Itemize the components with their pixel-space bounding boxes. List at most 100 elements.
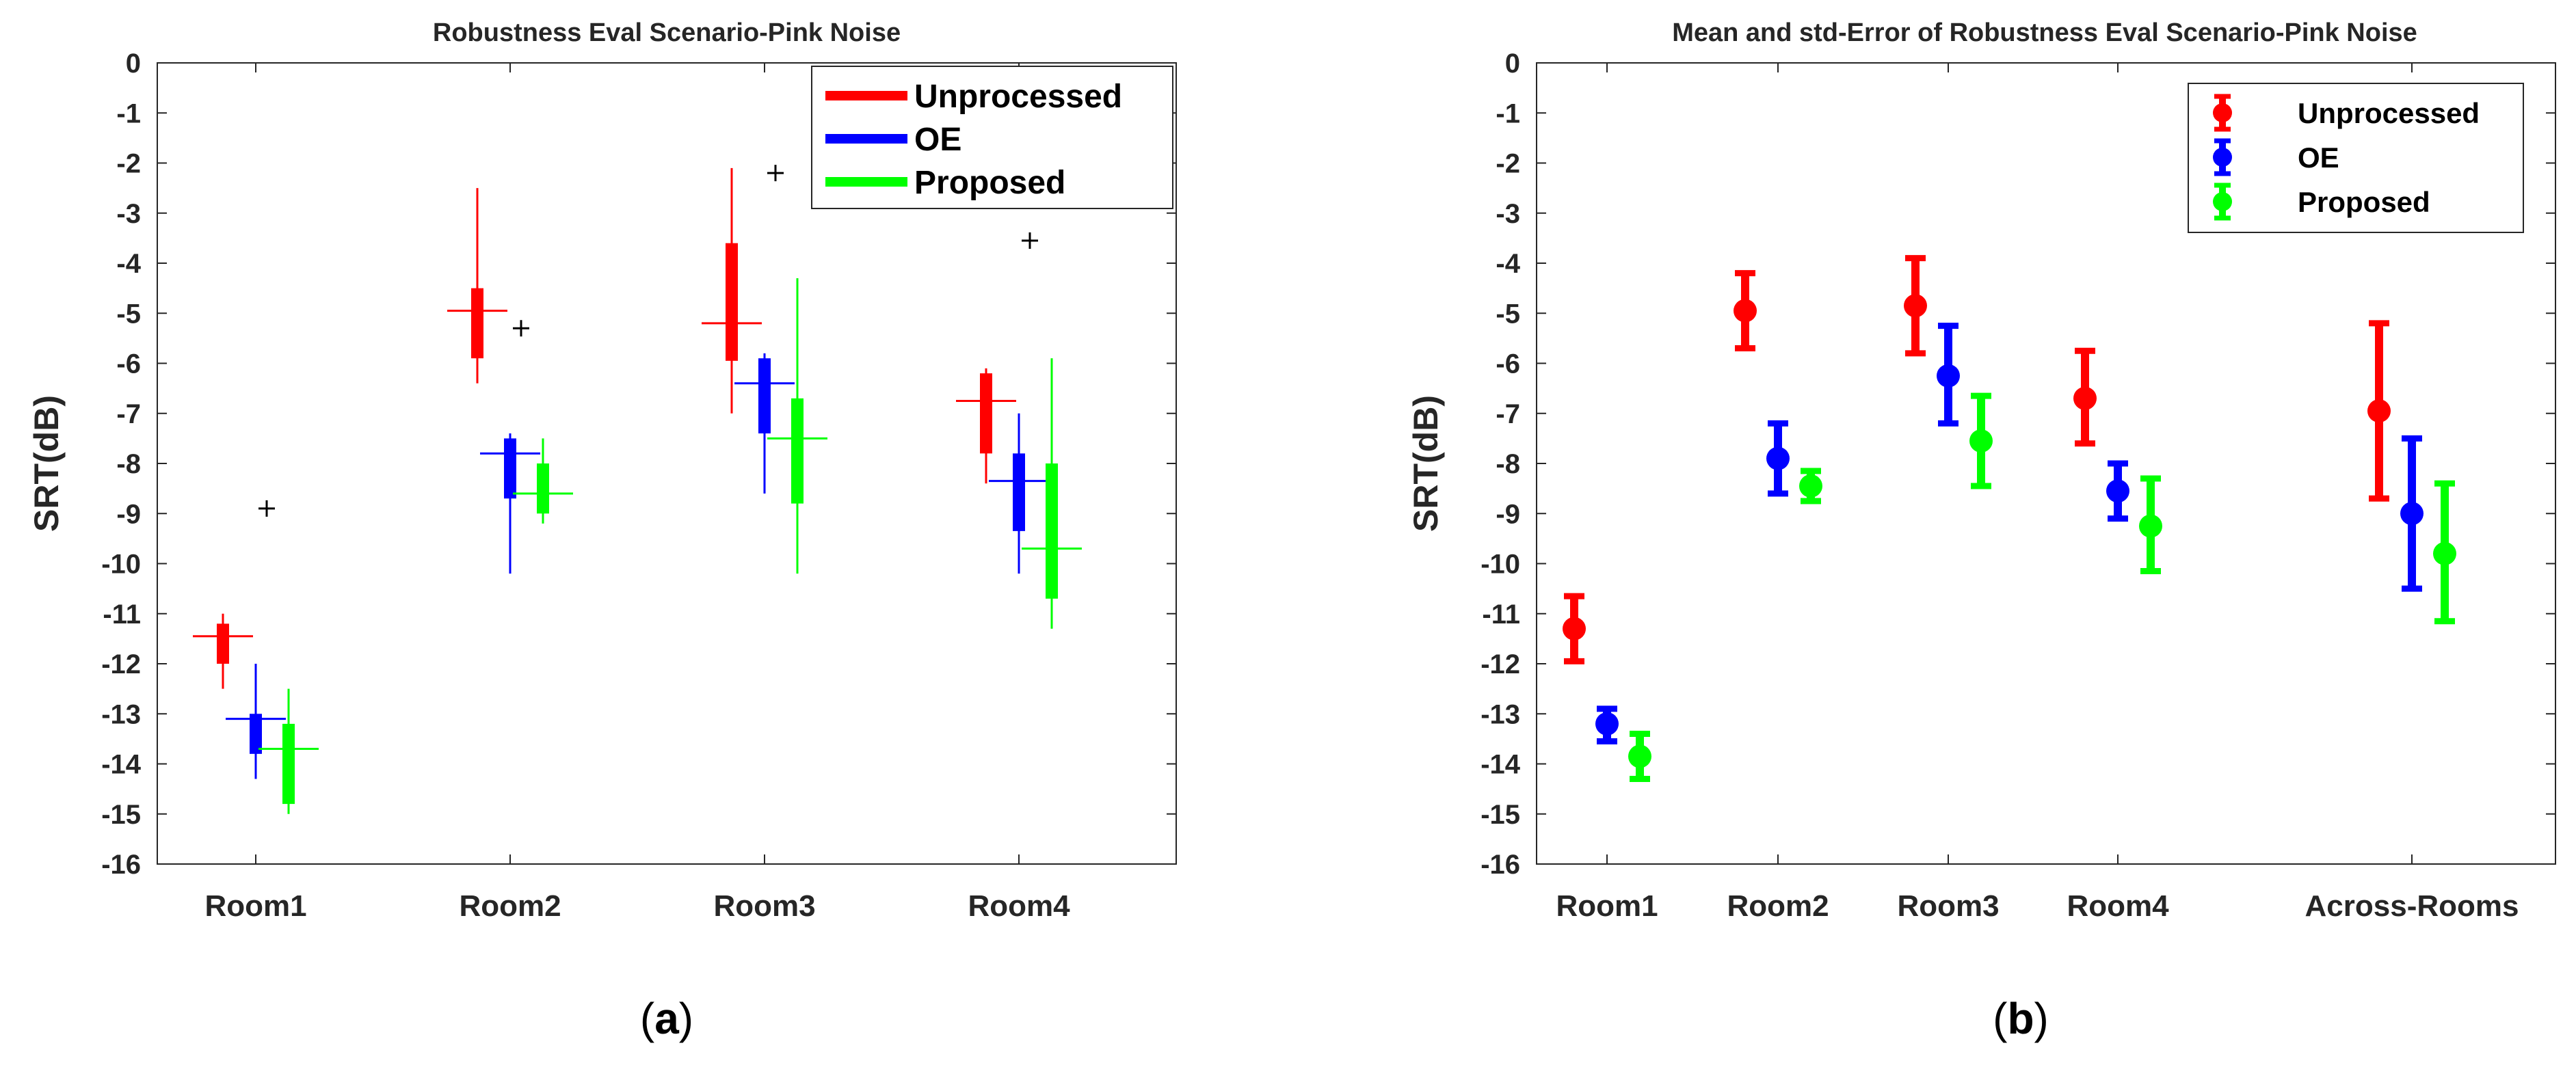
y-tick-label: -10 <box>1480 550 1520 580</box>
errorbar-room4 <box>2073 347 2097 447</box>
box-room1 <box>193 500 275 689</box>
box-body <box>758 358 771 434</box>
y-tick-label: -1 <box>1496 98 1520 129</box>
legend-box <box>2188 83 2524 233</box>
panel-label-part: a <box>654 994 679 1043</box>
mean-marker <box>2073 386 2097 410</box>
errorbar-room2 <box>1766 420 1790 497</box>
box-body <box>217 623 229 664</box>
y-axis-label: SRT(dB) <box>1407 395 1445 532</box>
errorbar-room1 <box>1628 731 1651 782</box>
mean-marker <box>1628 744 1651 768</box>
box-body <box>250 714 262 754</box>
legend-swatch-marker-unprocessed <box>2213 103 2232 122</box>
series-oe <box>226 353 1049 779</box>
box-room4 <box>989 413 1049 574</box>
legend-label: Proposed <box>2298 186 2430 218</box>
y-tick-label: -2 <box>1496 149 1520 179</box>
series-oe <box>1595 323 2424 745</box>
errorbar-room3 <box>1937 323 1960 427</box>
box-body <box>282 723 295 805</box>
box-room2 <box>447 188 529 383</box>
panel-label-part: b <box>2007 994 2034 1043</box>
y-tick-label: -15 <box>101 800 141 830</box>
y-tick-label: -14 <box>1480 750 1521 780</box>
outlier-marker <box>258 500 275 517</box>
errorbar-across-rooms <box>2367 320 2391 502</box>
mean-marker <box>2139 514 2162 538</box>
series-proposed <box>258 278 1082 814</box>
y-tick-label: -15 <box>1480 800 1520 830</box>
errorbar-across-rooms <box>2433 480 2456 625</box>
panel-label-part: ) <box>2034 994 2049 1043</box>
y-tick-label: -16 <box>1480 850 1520 880</box>
box-body <box>504 438 516 499</box>
box-body <box>791 398 804 504</box>
series-unprocessed <box>193 165 1038 689</box>
outlier-marker <box>1022 232 1038 250</box>
mean-marker <box>1766 446 1790 470</box>
outlier-marker <box>767 165 784 182</box>
y-tick-label: -12 <box>1480 649 1520 679</box>
y-tick-label: -9 <box>1496 499 1520 529</box>
panel-label-part: ( <box>1993 994 2007 1043</box>
box-room1 <box>226 664 286 779</box>
x-tick-label: Room3 <box>713 889 815 923</box>
mean-marker <box>2400 502 2424 526</box>
y-tick-label: -13 <box>1480 699 1520 729</box>
y-tick-label: -3 <box>1496 199 1520 229</box>
box-room2 <box>513 438 573 524</box>
errorbar-across-rooms <box>2400 435 2424 592</box>
y-tick-label: -16 <box>101 850 141 880</box>
errorbar-room2 <box>1734 270 1757 352</box>
mean-marker <box>1969 429 1993 453</box>
panel-b: Mean and std-Error of Robustness Eval Sc… <box>1407 18 2556 1043</box>
y-tick-label: -5 <box>116 299 141 329</box>
box-body <box>1046 463 1058 599</box>
box-body <box>726 243 738 361</box>
box-room4 <box>1022 358 1082 629</box>
mean-marker <box>1563 617 1586 641</box>
y-tick-label: -1 <box>116 98 141 129</box>
mean-marker <box>2106 479 2129 503</box>
panel-label-part: ( <box>640 994 654 1043</box>
series-proposed <box>1628 392 2456 782</box>
box-room3 <box>767 278 827 574</box>
y-tick-label: -6 <box>116 349 141 379</box>
chart-title: Robustness Eval Scenario-Pink Noise <box>433 18 901 47</box>
y-tick-label: -9 <box>116 499 141 529</box>
panel-label: (a) <box>640 994 693 1043</box>
errorbar-room1 <box>1595 705 1619 745</box>
y-tick-label: -10 <box>101 550 141 580</box>
x-tick-label: Room4 <box>968 889 1070 923</box>
mean-marker <box>1734 299 1757 323</box>
y-tick-label: -4 <box>1496 249 1520 279</box>
errorbar-room2 <box>1799 468 1822 504</box>
errorbar-room3 <box>1969 392 1993 489</box>
errorbar-room4 <box>2139 475 2162 574</box>
box-room4 <box>956 232 1038 484</box>
x-tick-label: Room2 <box>1727 889 1829 923</box>
mean-marker <box>1904 294 1927 318</box>
y-axis-label: SRT(dB) <box>27 395 66 532</box>
box-room3 <box>702 165 784 414</box>
panel-label-part: ) <box>679 994 693 1043</box>
legend-label: OE <box>914 122 961 158</box>
mean-marker <box>2433 541 2456 565</box>
legend-swatch-marker-oe <box>2213 148 2232 167</box>
y-tick-label: -14 <box>101 750 142 780</box>
mean-marker <box>1595 712 1619 736</box>
x-tick-label: Room1 <box>1556 889 1658 923</box>
chart-title: Mean and std-Error of Robustness Eval Sc… <box>1672 18 2417 47</box>
mean-marker <box>1937 364 1960 388</box>
legend-swatch-marker-proposed <box>2213 192 2232 211</box>
legend-label: Proposed <box>914 165 1065 201</box>
y-tick-label: -8 <box>1496 449 1520 479</box>
y-tick-label: -2 <box>116 149 141 179</box>
x-tick-label: Room3 <box>1897 889 1999 923</box>
panel-label: (b) <box>1993 994 2049 1043</box>
legend-label: Unprocessed <box>914 79 1122 115</box>
y-tick-label: 0 <box>126 49 141 79</box>
y-tick-label: -11 <box>103 599 141 630</box>
